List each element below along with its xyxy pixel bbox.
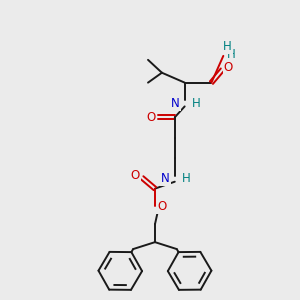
Text: O: O (130, 169, 140, 182)
Text: N: N (171, 97, 180, 110)
Text: H: H (223, 40, 232, 53)
Text: H: H (227, 48, 236, 62)
Text: H: H (182, 172, 190, 185)
Text: O: O (224, 61, 233, 74)
Text: N: N (161, 172, 170, 185)
Text: O: O (146, 111, 156, 124)
Text: H: H (192, 97, 200, 110)
Text: O: O (157, 200, 167, 213)
